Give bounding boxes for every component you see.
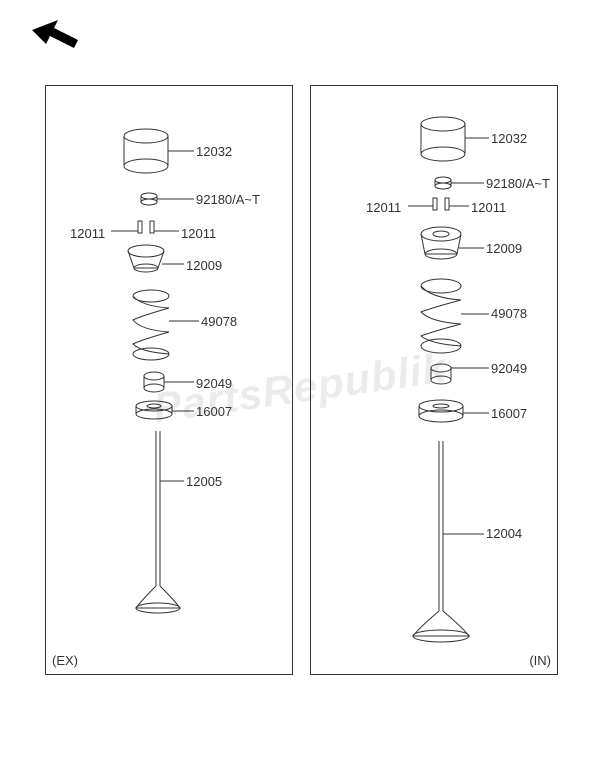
panel-in: (IN) (310, 85, 558, 675)
label-in-12011-l: 12011 (366, 200, 401, 215)
label-in-12011-r: 12011 (471, 200, 506, 215)
label-in-12009: 12009 (486, 241, 522, 256)
label-in-49078: 49078 (491, 306, 527, 321)
label-in-92180: 92180/A~T (486, 176, 550, 191)
label-in-12032: 12032 (491, 131, 527, 146)
label-ex-12011-r: 12011 (181, 226, 216, 241)
panel-ex: (EX) (45, 85, 293, 675)
label-ex-12032: 12032 (196, 144, 232, 159)
label-ex-49078: 49078 (201, 314, 237, 329)
ex-assembly-drawing (46, 86, 294, 676)
label-ex-92180: 92180/A~T (196, 192, 260, 207)
back-arrow-icon (30, 20, 80, 55)
label-in-92049: 92049 (491, 361, 527, 376)
label-ex-12011-l: 12011 (70, 226, 105, 241)
label-ex-12009: 12009 (186, 258, 222, 273)
label-ex-12005: 12005 (186, 474, 222, 489)
in-assembly-drawing (311, 86, 559, 676)
label-in-16007: 16007 (491, 406, 527, 421)
label-ex-16007: 16007 (196, 404, 232, 419)
label-in-12004: 12004 (486, 526, 522, 541)
label-ex-92049: 92049 (196, 376, 232, 391)
